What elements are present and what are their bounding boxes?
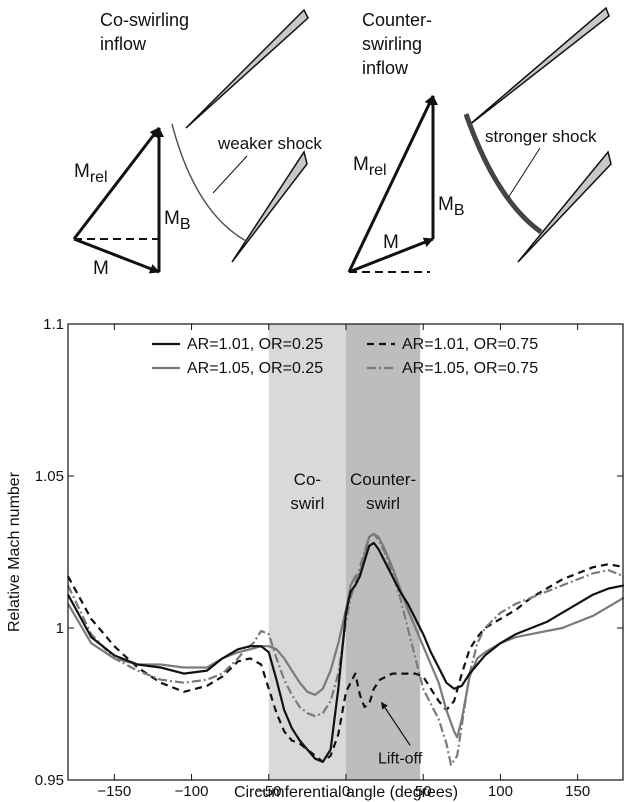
counter-swirl-mrel-label: Mrel (353, 154, 387, 179)
x-tick-label: 100 (488, 783, 513, 800)
counter-swirl-strong-shock (463, 113, 543, 235)
data-series (67, 532, 624, 766)
lift-off-label: Lift-off (378, 750, 423, 767)
counter-swirl-mrel-vector (347, 95, 435, 273)
co-swirl-m-vector (73, 237, 160, 274)
co-swirl-m-label: M (93, 258, 109, 279)
x-tick-label: −150 (97, 783, 131, 800)
co-swirl-weak-shock (171, 123, 247, 242)
counter-swirl-upper-blade (467, 6, 610, 127)
counter-swirl-mb-label: MB (438, 194, 465, 219)
counter-swirl-title-line3: inflow (362, 58, 409, 78)
legend: AR=1.01, OR=0.25 AR=1.01, OR=0.75 AR=1.05,… (152, 336, 538, 377)
region-label-counter-swirl-line2: swirl (366, 494, 400, 513)
diagram-co-swirling: Co-swirling inflow weaker shock Mrel MB … (72, 8, 322, 279)
counter-swirl-lower-blade (517, 150, 612, 263)
region-labels: Co-swirl Counter-swirl (290, 470, 416, 513)
x-axis-label: Circumferential angle (degrees) (234, 784, 458, 801)
legend-label-1: AR=1.01, OR=0.75 (402, 336, 538, 353)
lift-off-annotation: Lift-off (378, 701, 423, 767)
co-swirl-title-line1: Co-swirling (100, 10, 189, 30)
x-tick-label: 50 (415, 783, 432, 800)
axis-ticks: −150 −100 −50 0 50 100 150 0.95 1 1.05 1.1 (35, 316, 623, 800)
co-swirl-mrel-label: Mrel (74, 161, 108, 186)
x-tick-label: −100 (175, 783, 209, 800)
y-axis-label: Relative Mach number (6, 471, 23, 632)
swirl-regions (268, 324, 421, 780)
co-swirl-mb-label: MB (164, 208, 191, 233)
counter-swirl-shock-leader (507, 147, 541, 199)
diagram-counter-swirling: Counter- swirling inflow stronger shock … (347, 6, 612, 274)
series-line-0 (67, 541, 624, 763)
y-tick-label: 1 (56, 620, 64, 637)
region-label-co-swirl-line2: swirl (290, 494, 324, 513)
counter-swirl-m-vector (348, 237, 434, 274)
co-swirl-shock-label: weaker shock (217, 134, 322, 153)
y-tick-label: 1.1 (43, 316, 64, 333)
y-tick-label: 0.95 (35, 772, 64, 789)
legend-label-3: AR=1.05, OR=0.75 (402, 360, 538, 377)
co-swirl-upper-blade (185, 8, 309, 129)
co-swirl-mrel-vector (72, 127, 161, 240)
series-line-2 (67, 532, 624, 739)
counter-swirl-m-label: M (383, 232, 399, 253)
x-tick-label: 150 (565, 783, 590, 800)
x-tick-label: 0 (342, 783, 350, 800)
counter-swirl-title-line2: swirling (362, 34, 422, 54)
lift-off-arrow (381, 701, 411, 746)
co-swirl-shock-leader (212, 155, 248, 194)
region-label-counter-swirl-line1: Counter- (350, 470, 416, 489)
counter-swirl-shock-label: stronger shock (485, 127, 597, 146)
co-swirl-lower-blade (231, 150, 308, 263)
legend-label-2: AR=1.05, OR=0.25 (187, 360, 323, 377)
x-tick-label: −50 (256, 783, 281, 800)
mach-number-chart: −150 −100 −50 0 50 100 150 0.95 1 1.05 1.1 Co-swir… (6, 316, 624, 801)
co-swirl-title-line2: inflow (100, 34, 147, 54)
legend-label-0: AR=1.01, OR=0.25 (187, 336, 323, 353)
region-label-co-swirl-line1: Co- (294, 470, 321, 489)
region-counter-swirl (346, 324, 421, 780)
y-tick-label: 1.05 (35, 468, 64, 485)
counter-swirl-title-line1: Counter- (362, 10, 432, 30)
